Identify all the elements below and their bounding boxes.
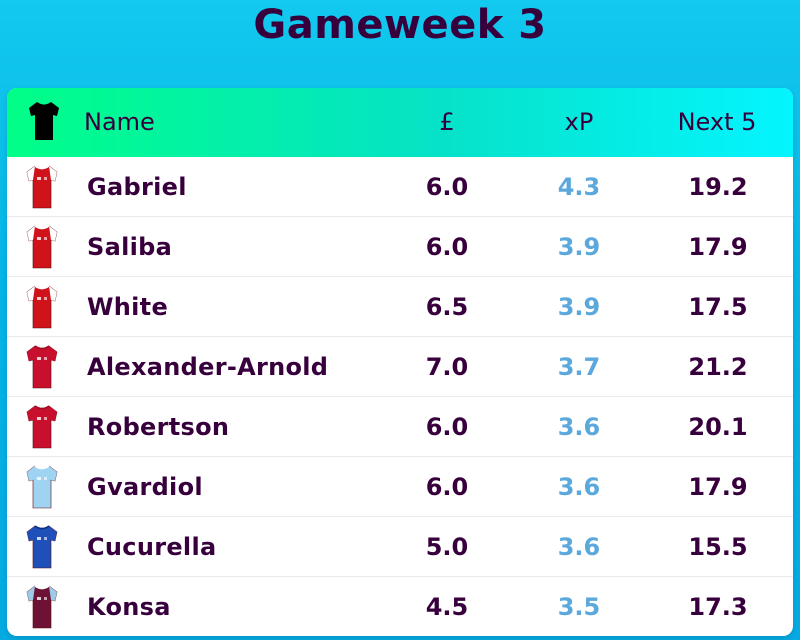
player-next5: 21.2 (688, 353, 748, 381)
player-price: 6.0 (425, 473, 469, 501)
player-xp: 4.3 (557, 173, 601, 201)
page-title: Gameweek 3 (253, 2, 547, 48)
player-name: Alexander-Arnold (87, 353, 329, 381)
arsenal-shirt-icon (26, 165, 58, 209)
player-next5: 17.9 (688, 473, 748, 501)
player-name: Gabriel (87, 173, 187, 201)
player-xp: 3.5 (557, 593, 601, 621)
table-header: Name £ xP Next 5 (7, 88, 793, 157)
table-row[interactable]: Alexander-Arnold 7.0 3.7 21.2 (7, 337, 793, 397)
arsenal-shirt-icon (26, 225, 58, 269)
table-row[interactable]: Gabriel 6.0 4.3 19.2 (7, 157, 793, 217)
player-price: 6.5 (425, 293, 469, 321)
player-price: 6.0 (425, 413, 469, 441)
player-next5: 17.9 (688, 233, 748, 261)
player-name: Saliba (87, 233, 173, 261)
player-xp: 3.7 (557, 353, 601, 381)
players-table: Name £ xP Next 5 Gabriel 6.0 4.3 19.2 Sa… (7, 88, 793, 636)
column-header-next5[interactable]: Next 5 (677, 108, 757, 136)
player-price: 6.0 (425, 233, 469, 261)
player-xp: 3.6 (557, 473, 601, 501)
player-price: 7.0 (425, 353, 469, 381)
player-price: 4.5 (425, 593, 469, 621)
column-header-price[interactable]: £ (439, 108, 455, 136)
player-name: Konsa (87, 593, 171, 621)
table-row[interactable]: Saliba 6.0 3.9 17.9 (7, 217, 793, 277)
player-name: Gvardiol (87, 473, 203, 501)
table-row[interactable]: Robertson 6.0 3.6 20.1 (7, 397, 793, 457)
player-next5: 20.1 (688, 413, 748, 441)
player-name: Cucurella (87, 533, 217, 561)
shirt-icon (29, 102, 59, 140)
player-price: 6.0 (425, 173, 469, 201)
man-city-shirt-icon (26, 465, 58, 509)
table-row[interactable]: Cucurella 5.0 3.6 15.5 (7, 517, 793, 577)
player-xp: 3.6 (557, 413, 601, 441)
player-next5: 15.5 (688, 533, 748, 561)
arsenal-shirt-icon (26, 285, 58, 329)
table-row[interactable]: Gvardiol 6.0 3.6 17.9 (7, 457, 793, 517)
player-name: White (87, 293, 169, 321)
player-xp: 3.6 (557, 533, 601, 561)
liverpool-shirt-icon (26, 345, 58, 389)
player-name: Robertson (87, 413, 230, 441)
player-next5: 17.3 (688, 593, 748, 621)
player-price: 5.0 (425, 533, 469, 561)
aston-villa-shirt-icon (26, 585, 58, 629)
liverpool-shirt-icon (26, 405, 58, 449)
player-xp: 3.9 (557, 293, 601, 321)
player-xp: 3.9 (557, 233, 601, 261)
column-header-name[interactable]: Name (84, 108, 155, 136)
player-next5: 19.2 (688, 173, 748, 201)
column-header-xp[interactable]: xP (564, 108, 594, 136)
table-body: Gabriel 6.0 4.3 19.2 Saliba 6.0 3.9 17.9… (7, 157, 793, 636)
table-row[interactable]: White 6.5 3.9 17.5 (7, 277, 793, 337)
table-row[interactable]: Konsa 4.5 3.5 17.3 (7, 577, 793, 636)
player-next5: 17.5 (688, 293, 748, 321)
chelsea-shirt-icon (26, 525, 58, 569)
